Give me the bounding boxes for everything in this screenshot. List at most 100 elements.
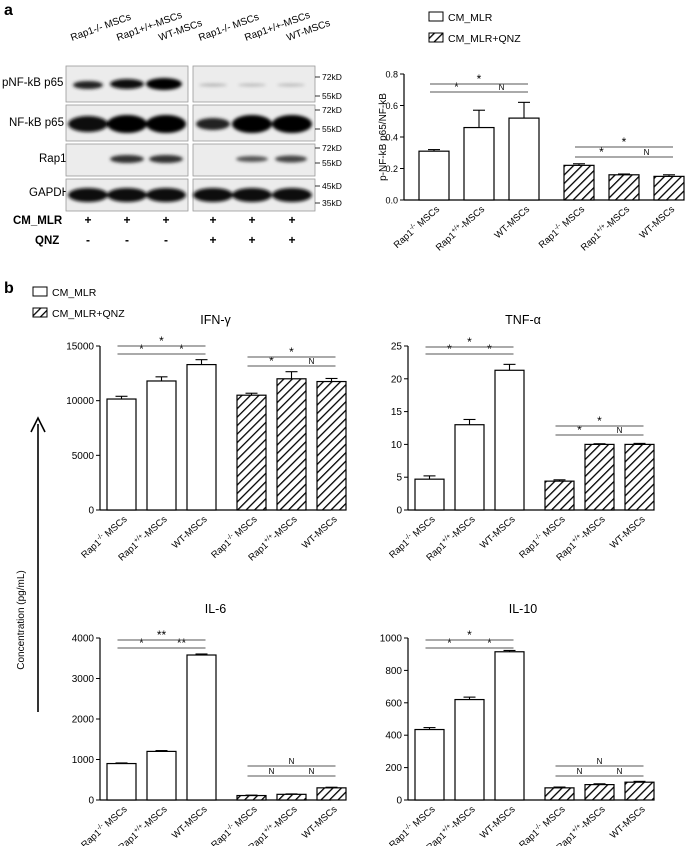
marker-label: 55kD	[322, 91, 342, 101]
condition-value: -	[164, 233, 168, 247]
significance-label: N	[309, 767, 315, 776]
y-tick-label: 0.8	[385, 70, 398, 80]
blot-size-markers	[315, 76, 320, 204]
condition-value: +	[209, 213, 216, 227]
blot-band	[146, 188, 186, 202]
significance-label: N	[577, 767, 583, 776]
marker-label: 45kD	[322, 181, 342, 191]
significance-label: *	[487, 342, 492, 356]
blot-band	[272, 115, 312, 133]
blot-lane-labels-right: Rap1-/- MSCs Rap1+/+-MSCs WT-MSCs	[197, 10, 332, 44]
y-axis-label: p-NF-kB p65/NF-kB	[378, 93, 389, 181]
significance-label: *	[139, 636, 144, 650]
y-tick-label: 0.6	[385, 101, 398, 111]
bar	[276, 793, 307, 801]
legend-b: CM_MLR CM_MLR+QNZ	[32, 286, 125, 320]
condition-value: +	[162, 213, 169, 227]
y-tick-label: 10	[391, 440, 403, 451]
bar	[454, 424, 485, 511]
significance-label: N	[597, 757, 603, 766]
significance-label: *	[599, 145, 604, 159]
significance-label: *	[447, 636, 452, 650]
shared-y-axis-label: Concentration (pg/mL)	[16, 416, 46, 712]
marker-label: 72kD	[322, 72, 342, 82]
bar	[584, 784, 615, 801]
legend-swatch-cm-mlr-qnz	[428, 32, 444, 43]
y-tick-label: 5000	[72, 451, 95, 462]
significance-label: *	[622, 135, 627, 149]
blot-row-label-gapdh: GAPDH	[29, 187, 70, 199]
blot-membranes	[65, 65, 316, 212]
significance-label: *	[179, 342, 184, 356]
bar	[414, 728, 445, 801]
y-tick-label: 0	[88, 506, 94, 517]
blot-band	[199, 83, 227, 87]
bar	[563, 164, 595, 201]
bar	[508, 117, 540, 201]
chart-title: TNF-α	[505, 313, 541, 327]
condition-value: -	[125, 233, 129, 247]
significance-label: N	[499, 83, 505, 92]
y-tick-label: 0	[396, 796, 402, 807]
y-tick-label: 0.2	[385, 164, 398, 174]
blot-band	[277, 83, 305, 87]
y-tick-label: 0.0	[385, 196, 398, 206]
blot-band	[146, 115, 186, 133]
y-tick-label: 5	[396, 473, 402, 484]
legend-label: CM_MLR	[448, 12, 493, 24]
blot-conditions: CM_MLR QNZ	[13, 215, 63, 247]
blot-band	[275, 155, 307, 163]
y-tick-label: 3000	[72, 674, 95, 685]
condition-value: +	[288, 213, 295, 227]
significance-label: *	[577, 423, 582, 437]
significance-label: *	[289, 345, 294, 359]
blot-band	[110, 155, 144, 163]
bar	[454, 698, 485, 801]
y-tick-label: 600	[385, 698, 402, 709]
y-tick-label: 0	[396, 506, 402, 517]
bar	[418, 150, 450, 201]
y-tick-label: 15	[391, 407, 403, 418]
condition-value: +	[288, 233, 295, 247]
bar	[544, 787, 575, 801]
y-tick-label: 20	[391, 374, 403, 385]
bar	[106, 762, 137, 801]
blot-band	[196, 118, 230, 130]
x-tick-label: Rap1+/+-MSCs	[433, 203, 487, 253]
chart-title: IL-6	[205, 602, 227, 616]
bar	[584, 443, 615, 511]
significance-label: N	[644, 148, 650, 157]
significance-label: *	[597, 414, 602, 428]
bar	[316, 380, 347, 511]
bar	[186, 654, 217, 801]
blot-band	[146, 78, 182, 90]
x-tick-label: WT-MSCs	[492, 204, 532, 241]
significance-label: N	[289, 757, 295, 766]
y-tick-label: 25	[391, 342, 403, 353]
significance-label: *	[447, 342, 452, 356]
y-tick-label: 2000	[72, 715, 95, 726]
bar	[608, 174, 640, 201]
shared-y-label: Concentration (pg/mL)	[16, 570, 27, 670]
blot-band	[107, 115, 147, 133]
bar	[146, 380, 177, 511]
x-tick-label: WT-MSCs	[170, 514, 210, 551]
significance-label: *	[139, 342, 144, 356]
x-tick-label: WT-MSCs	[637, 204, 677, 241]
significance-label: **	[177, 636, 187, 650]
significance-label: *	[467, 335, 472, 349]
x-tick-label: Rap1+/+-MSCs	[578, 203, 632, 253]
x-tick-label: WT-MSCs	[300, 804, 340, 841]
condition-value: +	[209, 233, 216, 247]
significance-label: N	[617, 767, 623, 776]
significance-label: *	[477, 72, 482, 86]
blot-band	[236, 156, 268, 162]
x-tick-label: WT-MSCs	[300, 514, 340, 551]
legend-swatch-cm-mlr-qnz	[32, 307, 48, 318]
x-tick-label: WT-MSCs	[170, 804, 210, 841]
y-tick-label: 10000	[66, 396, 94, 407]
western-blot: Rap1-/- MSCs Rap1+/+-MSCs WT-MSCs Rap1-/…	[2, 10, 342, 247]
significance-label: N	[309, 357, 315, 366]
y-tick-label: 1000	[380, 634, 403, 645]
y-arrow-head	[30, 416, 46, 433]
